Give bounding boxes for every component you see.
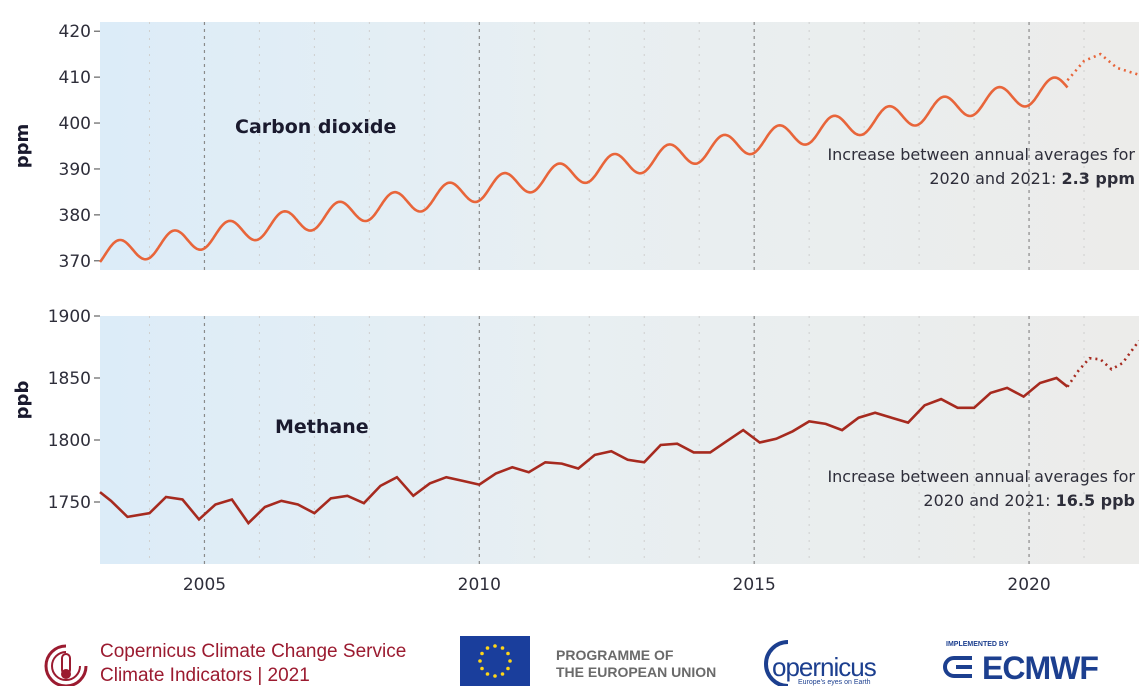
methane-annotation-line2: 2020 and 2021: 16.5 ppb (923, 491, 1135, 510)
ecmwf-implemented-by: IMPLEMENTED BY (946, 641, 1009, 648)
x-tick-label-2010: 2010 (458, 575, 501, 595)
co2-annotation-line1: Increase between annual averages for (827, 145, 1135, 164)
co2-y-tick-label-370: 370 (59, 252, 91, 272)
methane-y-tick-label-1900: 1900 (48, 307, 91, 327)
methane-y-axis-label: ppb (12, 381, 33, 420)
copernicus-wordmark: opernicus (772, 652, 876, 683)
eu-line1: PROGRAMME OF (556, 647, 716, 664)
co2-y-tick-label-400: 400 (59, 114, 91, 134)
ecmwf-logo-icon (942, 652, 976, 682)
co2-y-ticks: 370 380 390 400 410 420 (59, 22, 100, 272)
x-tick-label-2015: 2015 (733, 575, 776, 595)
co2-annotation-value: 2.3 ppm (1062, 169, 1136, 188)
co2-y-tick-label-380: 380 (59, 206, 91, 226)
x-tick-label-2020: 2020 (1007, 575, 1050, 595)
co2-y-axis-label: ppm (12, 124, 33, 169)
methane-series-title: Methane (275, 416, 369, 438)
co2-y-tick-label-420: 420 (59, 22, 91, 42)
eu-programme-text: PROGRAMME OF THE EUROPEAN UNION (556, 647, 716, 681)
co2-annotation-line2: 2020 and 2021: 2.3 ppm (929, 169, 1135, 188)
methane-y-ticks: 1750 1800 1850 1900 (48, 307, 100, 513)
methane-y-tick-label-1800: 1800 (48, 431, 91, 451)
methane-annotation-line1: Increase between annual averages for (827, 467, 1135, 486)
co2-series-title: Carbon dioxide (235, 116, 396, 138)
co2-y-tick-label-390: 390 (59, 160, 91, 180)
methane-y-tick-label-1850: 1850 (48, 369, 91, 389)
c3s-text: Copernicus Climate Change Service Climat… (100, 640, 406, 688)
methane-y-tick-label-1750: 1750 (48, 493, 91, 513)
shared-x-axis: 2005 2010 2015 2020 (183, 575, 1051, 595)
methane-plot-background (100, 316, 1139, 564)
methane-panel: 1750 1800 1850 1900 ppb Methane Increase be… (12, 307, 1139, 564)
x-tick-label-2005: 2005 (183, 575, 226, 595)
chart-area: 370 380 390 400 410 420 ppm Carbon dioxide In… (0, 0, 1139, 605)
eu-flag-icon (460, 636, 530, 686)
c3s-name: Copernicus Climate Change Service (100, 640, 406, 664)
methane-annotation-value: 16.5 ppb (1056, 491, 1135, 510)
c3s-subtitle: Climate Indicators | 2021 (100, 664, 406, 688)
co2-y-tick-label-410: 410 (59, 68, 91, 88)
eu-line2: THE EUROPEAN UNION (556, 664, 716, 681)
co2-annotation-prefix: 2020 and 2021: (929, 169, 1061, 188)
methane-annotation-prefix: 2020 and 2021: (923, 491, 1055, 510)
c3s-thermometer-icon (40, 640, 92, 686)
co2-panel: 370 380 390 400 410 420 ppm Carbon dioxide In… (12, 22, 1139, 272)
ecmwf-wordmark: ECMWF (982, 650, 1098, 687)
